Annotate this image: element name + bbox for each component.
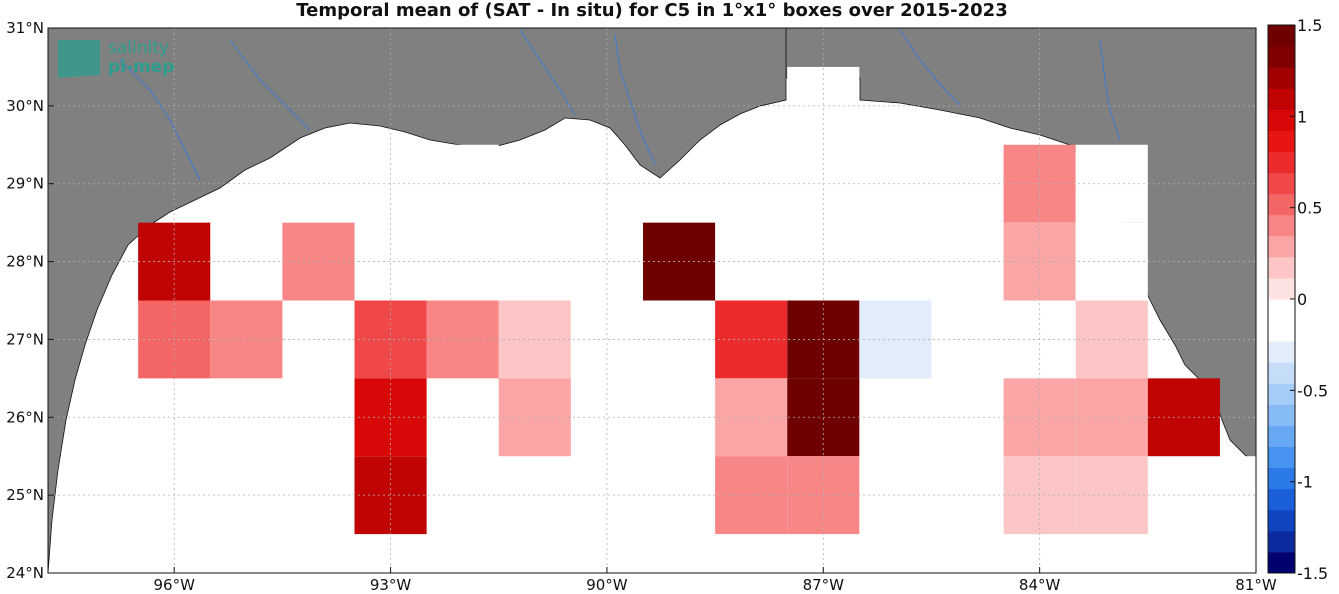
colorbar-label: 1.5 [1297,16,1322,35]
data-cell [354,456,427,535]
colorbar-segment [1268,383,1295,405]
y-tick-label: 28°N [6,253,44,271]
grid-lines [48,28,1256,573]
colorbar-segment [1268,130,1295,152]
data-cell [1075,378,1148,457]
data-cell [931,222,1004,301]
y-tick-label: 30°N [6,97,44,115]
salinity-pi-mep-logo: salinity pi-mep [58,38,174,78]
data-cell [715,144,788,223]
colorbar-label: 0 [1297,290,1307,309]
x-tick-label: 90°W [586,576,628,594]
colorbar [1267,24,1296,574]
river-5 [899,29,961,106]
y-tick-label: 24°N [6,564,44,582]
logo-line1: salinity [108,38,169,58]
colorbar-segment [1268,109,1295,131]
x-axis-ticks: 96°W 93°W 90°W 87°W 84°W 81°W [153,567,1277,594]
colorbar-segment [1268,193,1295,216]
y-tick-label: 27°N [6,330,44,348]
y-tick-label: 26°N [6,408,44,426]
river-1 [119,59,201,181]
data-cell [1075,456,1148,535]
x-tick-label: 93°W [370,576,412,594]
colorbar-segment [1268,551,1295,574]
colorbar-segment [1268,488,1295,511]
river-2 [229,39,311,131]
x-tick-label: 96°W [153,576,195,594]
river-3 [519,29,576,116]
colorbar-segment [1268,67,1295,89]
data-cell [1075,144,1148,223]
data-cell [426,300,499,379]
colorbar-segment [1268,320,1295,342]
colorbar-segment [1268,214,1295,237]
colorbar-segment [1268,25,1295,47]
colorbar-segment [1268,341,1295,363]
colorbar-label: 0.5 [1297,199,1322,218]
colorbar-segment [1268,277,1295,300]
colorbar-segment [1268,299,1295,321]
colorbar-label: 1 [1297,107,1307,126]
colorbar-segment [1268,46,1295,68]
colorbar-segment [1268,509,1295,532]
y-axis-ticks: 24°N 25°N 26°N 27°N 28°N 29°N 30°N 31°N [6,19,54,582]
river-layer [119,29,1121,181]
colorbar-segment [1268,425,1295,448]
colorbar-segment [1268,172,1295,195]
data-cell [1075,300,1148,379]
colorbar-segment [1268,88,1295,110]
y-tick-label: 25°N [6,486,44,504]
y-tick-label: 29°N [6,175,44,193]
data-cell [426,144,499,223]
colorbar-segment [1268,530,1295,553]
x-tick-label: 87°W [803,576,845,594]
data-cell [715,300,788,379]
map-frame [47,27,1257,574]
y-tick-label: 31°N [6,19,44,37]
colorbar-label: -1.5 [1297,564,1328,583]
logo-waves-icon [58,40,100,78]
x-tick-label: 84°W [1019,576,1061,594]
colorbar-segment [1268,467,1295,490]
data-cell [210,300,283,379]
colorbar-labels: 1.5 1 0.5 0 -0.5 -1 -1.5 [1290,16,1328,583]
colorbar-segment [1268,446,1295,469]
map-title: Temporal mean of (SAT - In situ) for C5 … [296,0,1008,21]
data-cell [1075,222,1148,301]
colorbar-segment [1268,256,1295,279]
land-gulf-coast [47,27,787,574]
data-cell [715,456,788,535]
logo-line2: pi-mep [108,57,174,77]
data-cell [715,378,788,457]
data-cell [859,300,932,379]
colorbar-segment [1268,362,1295,384]
river-6 [1099,39,1121,141]
colorbar-segment [1268,235,1295,258]
x-tick-label: 81°W [1235,576,1277,594]
colorbar-label: -0.5 [1297,381,1328,400]
colorbar-label: -1 [1297,473,1313,492]
colorbar-segment [1268,151,1295,174]
colorbar-segment [1268,404,1295,426]
river-4 [614,34,656,166]
